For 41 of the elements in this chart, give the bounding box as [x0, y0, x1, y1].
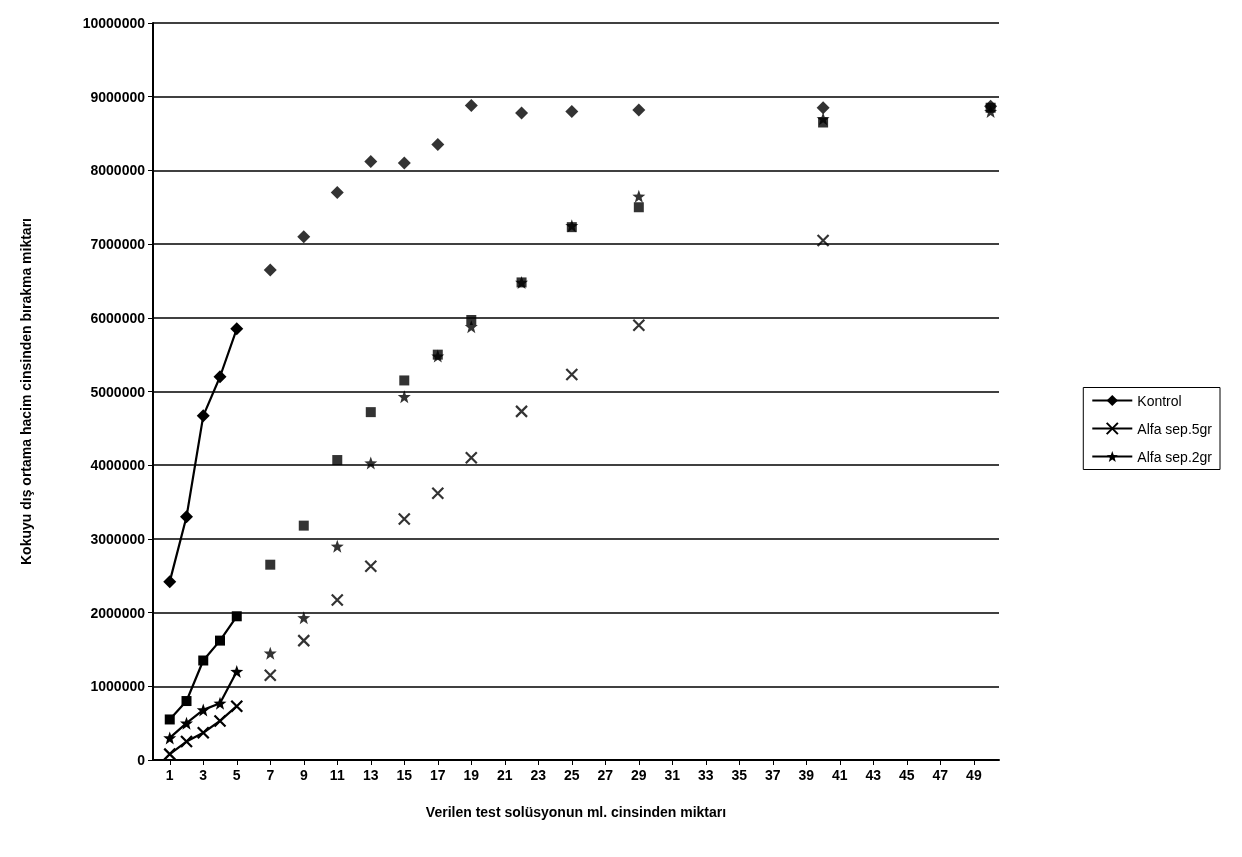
x-tick-label: 43	[865, 767, 882, 783]
x-tick-label: 27	[597, 767, 614, 783]
y-tick-label: 5000000	[90, 383, 146, 400]
x-tick-label: 23	[530, 767, 547, 783]
y-axis-title: Kokuyu dış ortama hacim cinsinden bırakma miktarı	[18, 218, 34, 565]
x-tick-label: 3	[199, 767, 208, 783]
y-tick-label: 9000000	[90, 88, 146, 105]
x-tick-label: 13	[362, 767, 379, 783]
y-tick-label: 6000000	[90, 309, 146, 326]
x-axis-title: Verilen test solüsyonun ml. cinsinden miktarı	[425, 804, 727, 820]
x-tick-label: 33	[698, 767, 714, 783]
x-tick-label: 11	[329, 767, 345, 783]
x-tick-label: 17	[430, 767, 446, 783]
x-tick-label: 19	[463, 767, 480, 783]
y-tick-label: 0	[137, 752, 146, 768]
x-tick-label: 21	[497, 767, 513, 783]
x-tick-label: 29	[631, 767, 647, 783]
y-tick-label: 7000000	[90, 236, 146, 253]
y-tick-label: 3000000	[90, 530, 146, 547]
x-tick-label: 45	[899, 767, 915, 783]
x-tick-label: 39	[798, 767, 815, 783]
x-tick-label: 25	[564, 767, 580, 783]
y-tick-label: 4000000	[90, 457, 146, 474]
x-tick-label: 15	[396, 767, 413, 783]
x-tick-label: 7	[266, 767, 275, 783]
legend-label: Alfa sep.5gr	[1137, 420, 1213, 437]
y-tick-label: 2000000	[90, 604, 146, 621]
y-tick-label: 10000000	[82, 15, 146, 31]
x-tick-label: 47	[932, 767, 949, 783]
legend-label: Alfa sep.2gr	[1137, 448, 1213, 465]
x-tick-label: 31	[664, 767, 681, 783]
x-tick-label: 5	[232, 767, 241, 783]
x-tick-label: 37	[765, 767, 781, 783]
y-tick-label: 1000000	[90, 678, 146, 695]
legend-label: Kontrol	[1137, 392, 1182, 409]
x-tick-label: 9	[299, 767, 308, 783]
x-tick-label: 49	[966, 767, 982, 783]
y-tick-label: 8000000	[90, 162, 146, 179]
x-tick-label: 41	[832, 767, 848, 783]
x-tick-label: 1	[165, 767, 174, 783]
x-tick-label: 35	[731, 767, 748, 783]
